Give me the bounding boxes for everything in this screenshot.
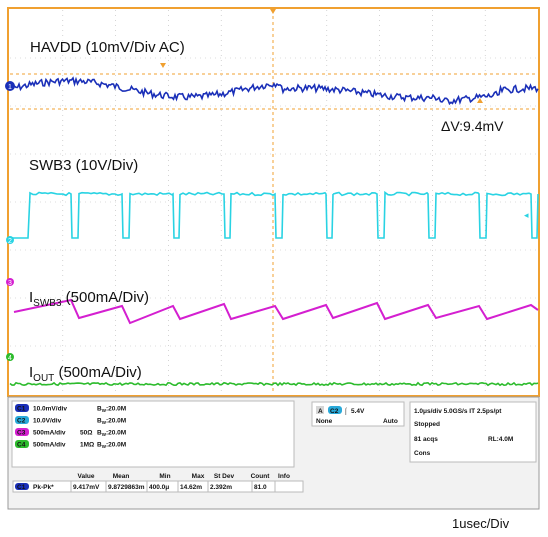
setup-scale: 500mA/div xyxy=(33,442,66,449)
setup-bw-sub: W xyxy=(102,408,107,413)
label-iswb3-scale: (500mA/Div) xyxy=(62,289,150,306)
measurement-value: 14.62m xyxy=(180,484,202,491)
ch3-marker xyxy=(6,278,14,286)
acq-timebase: 1.0μs/div 5.0GS/s IT 2.5ps/pt xyxy=(414,408,502,415)
acq-count: 81 acqs xyxy=(414,436,438,443)
trigger-a-letter: A xyxy=(318,408,323,415)
label-iout: IOUT (500mA/Div) xyxy=(29,364,142,384)
label-iout-scale: (500mA/Div) xyxy=(54,364,142,381)
trigger-mode: None xyxy=(316,418,333,425)
setup-bandwidth: BW:20.0M xyxy=(97,442,126,450)
setup-badge xyxy=(15,404,29,412)
measurement-values: 9.417mV 9.8729863m 400.0μ 14.62m 2.392m 81.0 xyxy=(70,481,276,492)
setup-scale: 10.0V/div xyxy=(33,418,62,425)
setup-coupling: 1MΩ xyxy=(80,442,94,449)
setup-bw-sub: W xyxy=(102,444,107,449)
label-iswb3-main: I xyxy=(29,289,33,306)
ch2-marker xyxy=(6,236,14,244)
measurement-header: Max xyxy=(192,473,205,480)
trigger-channel: C2 xyxy=(330,408,339,415)
label-swb3: SWB3 (10V/Div) xyxy=(29,157,138,174)
acquisition-box xyxy=(409,401,537,463)
setup-scale: 10.0mV/div xyxy=(33,406,67,413)
measurement-header: Value xyxy=(78,473,95,480)
delta-v-label: ΔV:9.4mV xyxy=(441,118,504,134)
ch3-marker-label: 3 xyxy=(8,280,12,287)
setup-coupling: 50Ω xyxy=(80,430,92,437)
label-iout-sub: OUT xyxy=(33,373,54,384)
waveform-swb3 xyxy=(10,190,539,239)
setup-channel: C3 xyxy=(17,430,26,437)
setup-bw-sub: W xyxy=(102,432,107,437)
ch4-marker xyxy=(6,353,14,361)
measurement-header: St Dev xyxy=(214,473,235,480)
cursor-lower-marker xyxy=(477,98,483,103)
trigger-slope-icon: ⌠ xyxy=(344,407,348,415)
label-iswb3-sub: SWB3 xyxy=(33,298,62,309)
measurement-name: Pk-Pk* xyxy=(33,484,54,491)
setup-bandwidth: BW:20.0M xyxy=(97,430,126,438)
measurement-value: 9.8729863m xyxy=(108,484,145,491)
setup-bandwidth: BW:20.0M xyxy=(97,418,126,426)
waveform-havdd xyxy=(9,76,539,106)
measurement-header: Info xyxy=(278,473,290,480)
label-havdd: HAVDD (10mV/Div AC) xyxy=(30,39,185,56)
setup-channel: C1 xyxy=(17,406,26,413)
measurement-header: Count xyxy=(251,473,271,480)
measurement-header: Min xyxy=(159,473,170,480)
measurement-headers: Value Mean Min Max St Dev Count Info xyxy=(78,473,290,480)
waveform-iout xyxy=(9,381,539,387)
measurement-channel-badge xyxy=(15,483,29,490)
setup-bw-b: B xyxy=(97,430,102,437)
setup-bw-sub: W xyxy=(102,420,107,425)
measurement-value: 81.0 xyxy=(254,484,267,491)
trigger-level: 5.4V xyxy=(351,408,365,415)
measurement-channel: C1 xyxy=(17,484,26,491)
graticule xyxy=(10,10,538,394)
trigger-a-badge xyxy=(316,406,324,414)
trigger-sweep: Auto xyxy=(383,418,398,425)
acq-state: Stopped xyxy=(414,421,440,428)
trigger-box xyxy=(311,401,405,427)
setup-bw-val: :20.0M xyxy=(106,430,126,437)
setup-bandwidth: BW:20.0M xyxy=(97,406,126,414)
setup-bw-b: B xyxy=(97,418,102,425)
measurement-value: 2.392m xyxy=(210,484,232,491)
ch1-marker-label: 1 xyxy=(8,84,12,91)
acq-record-length: RL:4.0M xyxy=(488,436,513,443)
setup-channel: C4 xyxy=(17,442,26,449)
label-iout-main: I xyxy=(29,364,33,381)
measurement-value: 400.0μ xyxy=(149,484,169,491)
waveform-iswb3 xyxy=(13,298,539,325)
measurement-row xyxy=(12,480,304,493)
measurement-header: Mean xyxy=(113,473,130,480)
setup-bw-val: :20.0M xyxy=(106,442,126,449)
trigger-time-marker xyxy=(270,9,276,14)
ch2-marker-label: 2 xyxy=(8,238,12,245)
trigger-channel-badge xyxy=(328,406,342,414)
setup-channel: C2 xyxy=(17,418,26,425)
setup-badge xyxy=(15,416,29,424)
setup-badge xyxy=(15,440,29,448)
cursor-upper-marker xyxy=(160,63,166,68)
setup-bw-b: B xyxy=(97,442,102,449)
setup-scale: 500mA/div xyxy=(33,430,66,437)
measurement-value: 9.417mV xyxy=(73,484,100,491)
setup-bw-val: :20.0M xyxy=(106,406,126,413)
acq-mode: Cons xyxy=(414,450,431,457)
ch2-offscreen-arrow: ◂ xyxy=(524,211,529,221)
ch1-marker xyxy=(5,81,15,91)
setup-badge xyxy=(15,428,29,436)
channel-setup-box xyxy=(11,400,295,468)
label-iswb3: ISWB3 (500mA/Div) xyxy=(29,289,149,309)
ch4-marker-label: 4 xyxy=(8,355,12,362)
setup-bw-val: :20.0M xyxy=(106,418,126,425)
setup-bw-b: B xyxy=(97,406,102,413)
timebase-label: 1usec/Div xyxy=(452,516,510,531)
